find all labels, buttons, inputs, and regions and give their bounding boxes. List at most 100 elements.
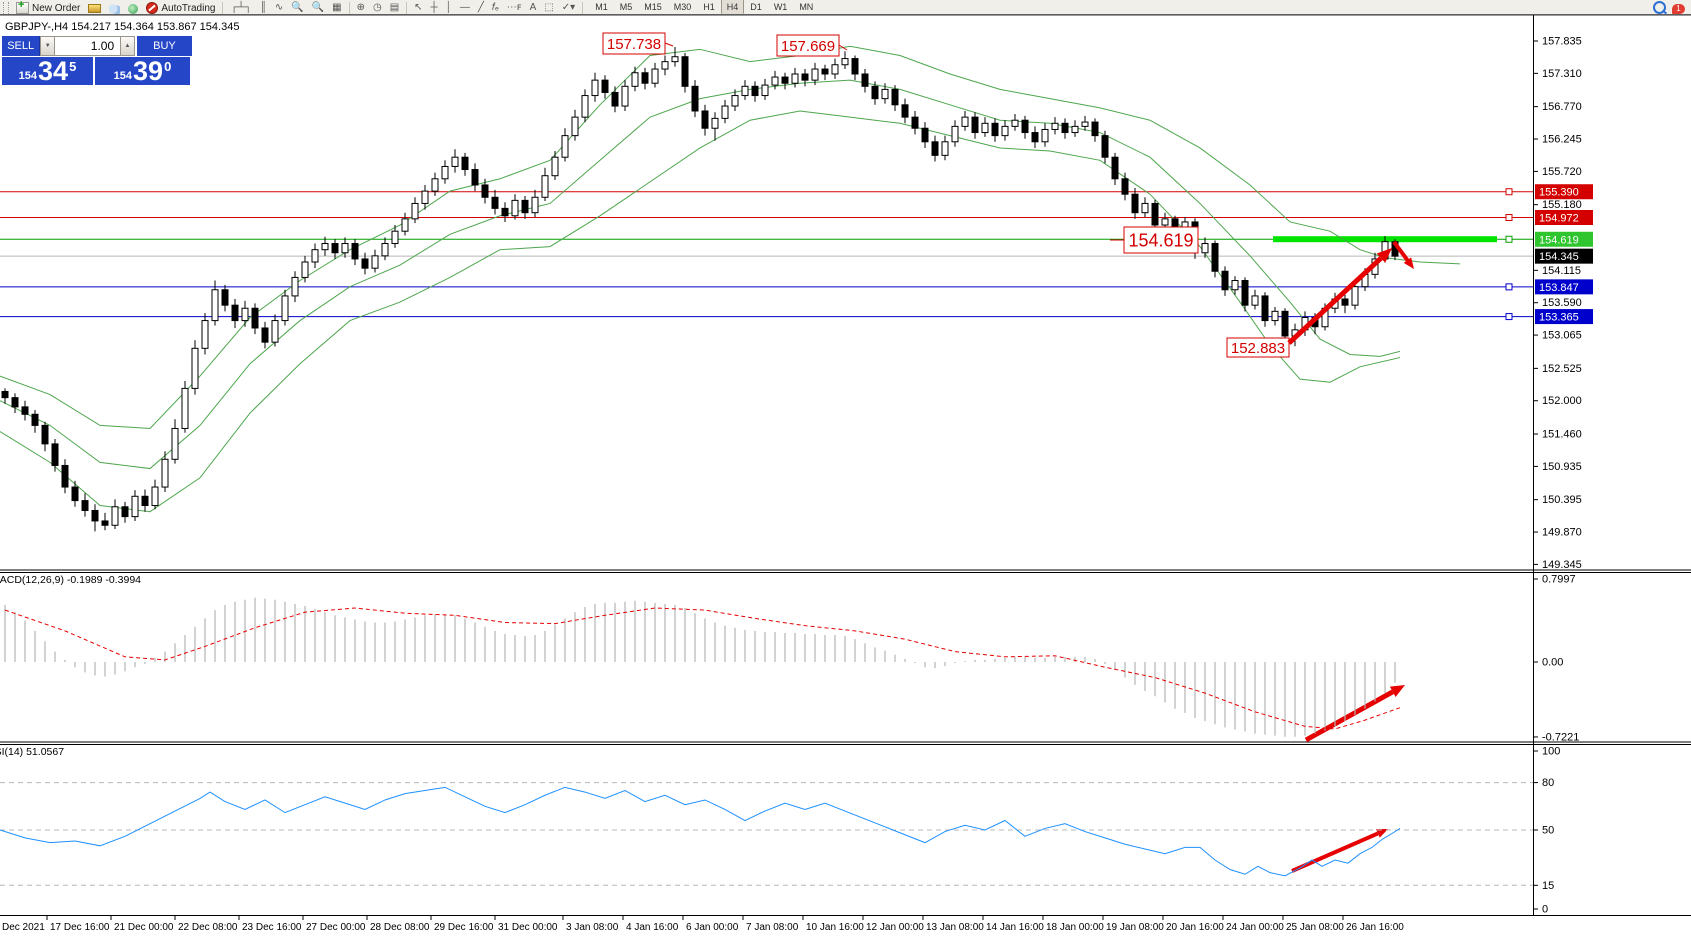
market-watch-button[interactable] bbox=[84, 0, 105, 14]
timeframe-h1[interactable]: H1 bbox=[703, 2, 715, 12]
zoom-out-button[interactable]: 🔍 bbox=[308, 0, 328, 14]
candle-body bbox=[41, 424, 49, 445]
candle-body bbox=[151, 486, 159, 507]
globe-icon bbox=[128, 4, 139, 14]
indicators-button[interactable]: ⊕ bbox=[353, 0, 369, 14]
trend-arrow-shaft[interactable] bbox=[1304, 689, 1394, 743]
new-order-icon bbox=[16, 0, 29, 14]
candle-body bbox=[821, 68, 829, 75]
toolbar-grip-icon[interactable] bbox=[3, 2, 9, 14]
fibo-fan-tool[interactable]: ⋯ꜰ bbox=[503, 0, 526, 14]
cursor-tool[interactable]: ↖ bbox=[410, 0, 426, 14]
price-axis[interactable]: 157.835 157.310 156.770 156.245 155.720 155.1… bbox=[1533, 36, 1593, 571]
price-level-badge-text: 155.390 bbox=[1539, 187, 1579, 199]
price-tick-label: 156.770 bbox=[1542, 101, 1582, 113]
arrows-tool[interactable]: ✓▾ bbox=[558, 0, 579, 14]
trendline-tool[interactable]: ╱ bbox=[474, 0, 488, 14]
level-endpoint-marker[interactable] bbox=[1505, 283, 1513, 291]
time-axis[interactable]: Dec 2021 17 Dec 16:00 21 Dec 00:00 22 Dec 0… bbox=[2, 916, 1404, 933]
price-tick-label: 150.935 bbox=[1542, 461, 1582, 473]
macd-signal-line bbox=[4, 607, 1401, 730]
bar-chart-button[interactable]: ┌┴┐ bbox=[226, 0, 255, 14]
fibonacci-icon: 𝑓ₑ bbox=[491, 2, 499, 13]
candle-body bbox=[101, 520, 109, 526]
sell-button[interactable]: SELL bbox=[2, 36, 41, 56]
templates-button[interactable]: ▤ bbox=[386, 0, 403, 14]
candlestick-button[interactable]: ║ bbox=[256, 0, 271, 14]
time-axis-label: 28 Dec 08:00 bbox=[370, 922, 430, 933]
timeframe-m5[interactable]: M5 bbox=[619, 2, 633, 12]
hline-tool[interactable]: — bbox=[456, 0, 474, 14]
navigator-button[interactable] bbox=[124, 0, 142, 14]
chat-notification-icon[interactable]: 1 bbox=[1672, 4, 1685, 14]
bollinger-lower-band bbox=[0, 110, 1401, 513]
time-axis-label: 14 Jan 16:00 bbox=[986, 922, 1044, 933]
trend-arrow-shaft[interactable] bbox=[1392, 240, 1410, 262]
candle-body bbox=[961, 116, 969, 127]
time-axis-label: 17 Dec 16:00 bbox=[50, 922, 110, 933]
indicators-icon: ⊕ bbox=[356, 2, 365, 13]
periods-button[interactable]: ◷ bbox=[369, 0, 386, 14]
timeframe-d1[interactable]: D1 bbox=[750, 2, 762, 12]
sell-price-display[interactable]: 154 34 5 bbox=[2, 57, 93, 85]
timeframe-w1[interactable]: W1 bbox=[773, 2, 788, 12]
level-endpoint-marker[interactable] bbox=[1505, 313, 1513, 321]
buy-button[interactable]: BUY bbox=[136, 36, 192, 56]
candle-body bbox=[121, 506, 129, 518]
candle-body bbox=[1161, 218, 1169, 226]
level-endpoint-marker[interactable] bbox=[1505, 188, 1513, 196]
annotation-box-154.619[interactable] bbox=[1123, 226, 1199, 254]
data-window-button[interactable] bbox=[105, 0, 124, 14]
level-endpoint-marker[interactable] bbox=[1505, 214, 1513, 222]
timeframe-m1[interactable]: M1 bbox=[595, 2, 608, 12]
buy-price-display[interactable]: 154 39 0 bbox=[95, 57, 190, 85]
fibonacci-tool[interactable]: 𝑓ₑ bbox=[488, 0, 503, 14]
annotation-box-152.883[interactable] bbox=[1226, 337, 1290, 358]
candle-body bbox=[1101, 135, 1109, 158]
rectangle-tool[interactable]: ⬚ bbox=[540, 0, 557, 14]
trend-arrow-shaft[interactable] bbox=[1287, 256, 1383, 345]
candle-body bbox=[111, 506, 119, 526]
cloud-icon bbox=[109, 4, 121, 14]
timeframe-m30[interactable]: M30 bbox=[673, 2, 692, 12]
candle-body bbox=[281, 295, 289, 322]
volume-input[interactable]: 1.00 bbox=[55, 36, 121, 56]
text-tool[interactable]: A bbox=[526, 0, 541, 14]
candle-body bbox=[311, 249, 319, 263]
text-icon: A bbox=[529, 2, 537, 13]
autotrading-button[interactable]: AutoTrading bbox=[142, 0, 219, 14]
crosshair-tool[interactable]: ┼ bbox=[427, 0, 442, 14]
trend-arrow-shaft[interactable] bbox=[1291, 831, 1379, 873]
timeframe-h4[interactable]: H4 bbox=[720, 0, 745, 14]
tile-windows-button[interactable]: ▦ bbox=[328, 0, 345, 14]
vline-tool[interactable]: │ bbox=[442, 0, 456, 14]
volume-decrease-button[interactable]: ▼ bbox=[40, 36, 56, 56]
candle-body bbox=[711, 117, 719, 129]
new-order-button[interactable]: New Order bbox=[12, 0, 84, 14]
candle-body bbox=[1081, 121, 1089, 127]
candle-body bbox=[751, 85, 759, 97]
level-endpoint-marker[interactable] bbox=[1505, 235, 1513, 243]
templates-icon: ▤ bbox=[389, 2, 400, 13]
candle-body bbox=[651, 68, 659, 84]
macd-axis-label: -0.7221 bbox=[1542, 731, 1579, 743]
candle-body bbox=[1231, 280, 1239, 291]
price-tick-label: 153.065 bbox=[1542, 330, 1582, 342]
candle-body bbox=[331, 243, 339, 254]
volume-increase-button[interactable]: ▲ bbox=[120, 36, 135, 56]
buy-price-prefix: 154 bbox=[113, 70, 133, 82]
rsi-axis-label: 100 bbox=[1542, 746, 1560, 758]
time-axis-label: 29 Dec 16:00 bbox=[434, 922, 494, 933]
candle-body bbox=[781, 76, 789, 84]
zoom-in-button[interactable]: 🔍 bbox=[287, 0, 307, 14]
line-chart-button[interactable]: ∿ bbox=[271, 0, 287, 14]
candle-body bbox=[701, 110, 709, 129]
search-icon[interactable] bbox=[1653, 1, 1666, 14]
timeframe-mn[interactable]: MN bbox=[799, 2, 814, 12]
annotation-text: 154.619 bbox=[1128, 230, 1193, 250]
line-chart-icon: ∿ bbox=[274, 2, 284, 13]
candle-body bbox=[971, 116, 979, 134]
candle-body bbox=[161, 458, 169, 488]
timeframe-m15[interactable]: M15 bbox=[644, 2, 662, 12]
